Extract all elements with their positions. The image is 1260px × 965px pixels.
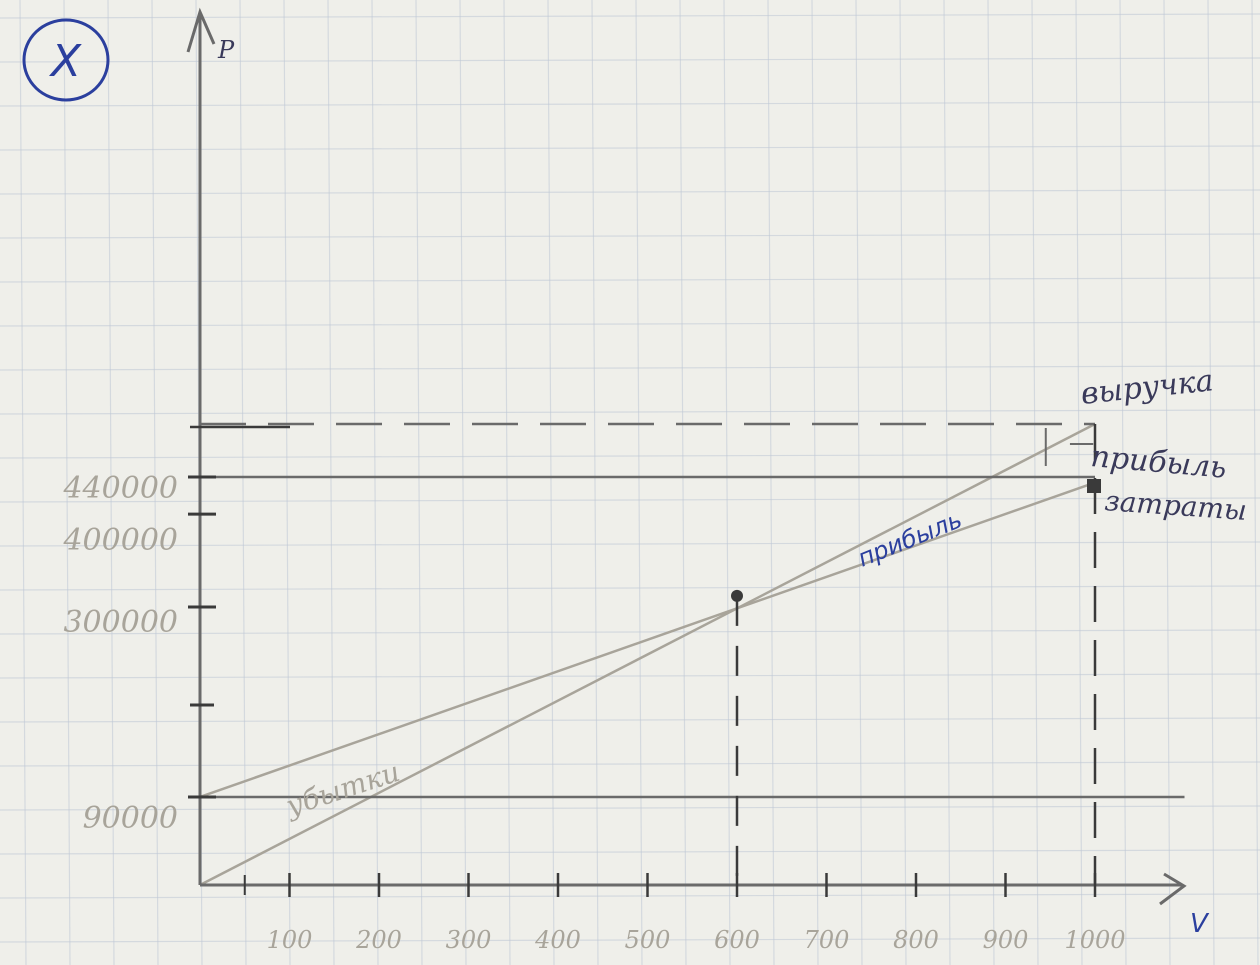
chart-points	[731, 479, 1101, 602]
grid-line-horizontal	[0, 145, 1260, 151]
badge-circle	[22, 18, 110, 102]
grid-line-horizontal	[0, 277, 1260, 283]
grid-line-horizontal	[0, 585, 1260, 591]
grid-line-horizontal	[0, 233, 1260, 239]
x-tick-label: 700	[804, 926, 850, 954]
grid-line-horizontal	[0, 101, 1260, 107]
grid-line-vertical	[459, 0, 467, 965]
chart-lines	[199, 422, 1185, 887]
y-axis-arrow	[186, 7, 216, 53]
y-tick-label: 90000	[83, 801, 178, 836]
grid-line-vertical	[1251, 0, 1259, 965]
grid-line-vertical	[1031, 0, 1039, 965]
grid-line-vertical	[811, 0, 819, 965]
grid-line-horizontal	[0, 541, 1260, 547]
x-tick-label: 1000	[1064, 926, 1125, 954]
x-tick-label: 300	[446, 926, 492, 954]
x-tick-label: 100	[267, 926, 313, 954]
grid-line-horizontal	[0, 189, 1260, 195]
series-line-затраты	[199, 481, 1096, 799]
grid-line-vertical	[943, 0, 951, 965]
grid-line-vertical	[327, 0, 335, 965]
grid-line-vertical	[591, 0, 599, 965]
y-tick-label: 300000	[63, 605, 178, 640]
breakeven-point	[731, 589, 743, 602]
chart-ticks: 100 200 300 400 500 600 700 800 900 1000 90000 3000…	[62, 425, 1126, 954]
revenue-label: выручка	[1079, 363, 1215, 412]
grid-line-horizontal	[0, 409, 1260, 415]
grid-line-horizontal	[0, 761, 1260, 767]
grid-line-vertical	[107, 0, 115, 965]
chart-axes	[186, 7, 1187, 906]
grid-line-vertical	[415, 0, 423, 965]
y-axis-label: Р	[217, 36, 235, 64]
grid-line-vertical	[283, 0, 291, 965]
y-tick-label: 400000	[62, 523, 178, 558]
grid-line-vertical	[371, 0, 379, 965]
grid-line-vertical	[19, 0, 27, 965]
x-tick-label: 600	[714, 926, 760, 954]
series-line-выручка	[199, 422, 1096, 887]
circled-x-badge: X	[22, 18, 110, 102]
grid-line-horizontal	[0, 673, 1260, 679]
grid-line-vertical	[855, 0, 863, 965]
grid-line-vertical	[503, 0, 511, 965]
x-axis-label: V	[1190, 909, 1210, 939]
max-volume-point	[1087, 479, 1101, 493]
grid-line-vertical	[899, 0, 907, 965]
grid-line-vertical	[723, 0, 731, 965]
grid-line-horizontal	[0, 849, 1260, 855]
grid-line-vertical	[1119, 0, 1127, 965]
grid-line-horizontal	[0, 57, 1260, 63]
grid-line-horizontal	[0, 13, 1260, 19]
grid-line-vertical	[635, 0, 643, 965]
grid-line-horizontal	[0, 717, 1260, 723]
x-tick-label: 900	[983, 926, 1029, 954]
grid-line-vertical	[1163, 0, 1171, 965]
grid-line-horizontal	[0, 453, 1260, 459]
grid-line-horizontal	[0, 497, 1260, 503]
grid-line-horizontal	[0, 365, 1260, 371]
grid-line-horizontal	[0, 629, 1260, 635]
grid-line-vertical	[987, 0, 995, 965]
profit-label: прибыль	[1089, 439, 1228, 486]
costs-label: затраты	[1104, 484, 1248, 527]
grid-line-horizontal	[0, 321, 1260, 327]
x-axis-arrow	[1159, 872, 1187, 906]
badge-label: X	[49, 36, 82, 87]
grid-line-vertical	[63, 0, 71, 965]
grid-line-vertical	[1075, 0, 1083, 965]
grid-line-vertical	[239, 0, 247, 965]
grid-line-horizontal	[0, 893, 1260, 899]
grid-line-vertical	[151, 0, 159, 965]
grid-line-horizontal	[0, 937, 1260, 943]
grid-line-vertical	[679, 0, 687, 965]
y-tick-label: 440000	[62, 471, 178, 506]
grid-line-vertical	[767, 0, 775, 965]
x-tick-label: 400	[534, 926, 581, 954]
x-tick-label: 500	[625, 926, 671, 954]
grid-line-vertical	[547, 0, 555, 965]
x-tick-label: 200	[355, 926, 402, 954]
grid-line-horizontal	[0, 805, 1260, 811]
profit-region-label: прибыль	[854, 505, 966, 572]
grid-line-vertical	[1207, 0, 1215, 965]
x-tick-label: 800	[893, 926, 939, 954]
